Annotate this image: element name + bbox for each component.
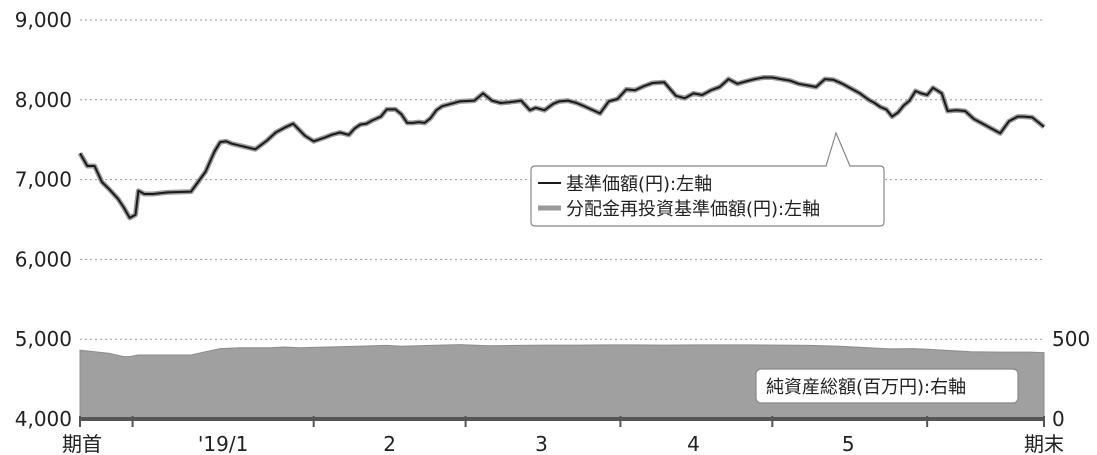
y-left-tick-label: 8,000 [15,88,72,112]
y-left-tick-label: 7,000 [15,168,72,192]
x-tick-label: 期末 [1024,432,1064,455]
y-left-tick-label: 4,000 [15,407,72,431]
legend-label-reinvested: 分配金再投資基準価額(円):左軸 [566,199,820,220]
y-right-tick-label: 0 [1052,407,1065,431]
x-tick-label: '19/1 [198,432,248,455]
x-axis-labels: 期首 '19/1 2 3 4 5 期末 [62,432,1064,455]
x-tick-label: 2 [383,432,396,455]
legend-label-nav: 基準価額(円):左軸 [566,174,712,195]
nav-line-layer [77,75,1046,221]
y-left-tick-label: 6,000 [15,247,72,271]
legend-callout-box [530,131,885,227]
x-tick-label: 5 [842,432,855,455]
y-right-tick-label: 500 [1052,327,1090,351]
legend-area-box [755,368,1019,404]
legend-area: 純資産総額(百万円):右軸 [755,368,1019,404]
x-tick-label: 期首 [62,432,102,455]
y-left-tick-label: 5,000 [15,327,72,351]
y-axis-left-labels: 9,000 8,000 7,000 6,000 5,000 4,000 [15,8,72,431]
y-axis-right-labels: 500 0 [1052,327,1090,431]
y-left-tick-label: 9,000 [15,8,72,32]
legend-main: 基準価額(円):左軸 分配金再投資基準価額(円):左軸 [530,131,885,227]
x-tick-label: 4 [687,432,700,455]
x-tick-label: 3 [535,432,548,455]
x-axis-ticks [79,416,1045,427]
nav-line [79,76,1045,219]
legend-label-net-assets: 純資産総額(百万円):右軸 [766,377,966,398]
